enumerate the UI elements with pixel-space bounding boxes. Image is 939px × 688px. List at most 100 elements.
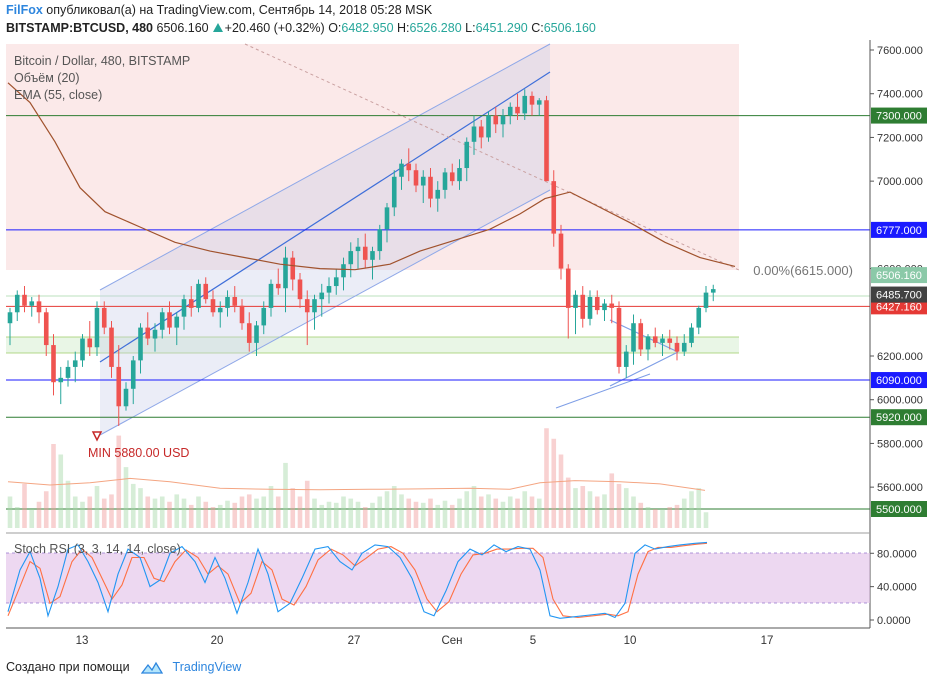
candle-body [681,342,687,352]
volume-bar [573,488,578,528]
candles[interactable] [7,89,716,426]
volume-bar [515,498,520,528]
candle-body [399,163,404,177]
volume-bar [196,496,201,528]
candle-body [22,294,27,306]
volume-bar [623,488,629,528]
volume-bar [225,500,230,528]
volume-bar [696,488,702,528]
candle-body [652,336,658,343]
price-tick-label: 7200.000 [877,132,923,144]
candle-body [101,307,107,328]
level-tag-label: 6777.000 [876,225,922,237]
price-tag [871,286,927,303]
candle-body [631,323,636,352]
candle-body [36,301,42,313]
author-name[interactable]: FilFox [6,3,43,17]
volume-bar [181,498,187,528]
volume-bar [217,504,223,528]
volume-bar [188,504,194,528]
candle-body [159,312,165,330]
close-value: 6506.160 [543,21,596,35]
volume-bar [297,496,303,528]
volume-bar [7,496,13,528]
volume-bar [442,500,448,528]
volume-bar [544,428,549,528]
volume-bar [145,496,151,528]
candle-body [442,172,448,190]
level-tag [871,409,927,426]
candle-body [602,303,607,311]
volume-bar [609,473,615,528]
price-tick-label: 7000.000 [877,176,923,188]
candle-body [522,95,528,114]
candle-body [225,296,230,308]
time-axis[interactable]: 13 20 27 Сен 5 10 17 [76,635,774,647]
candle-body [623,351,629,367]
channel-midline [99,71,551,363]
volume-bar [261,496,267,528]
volume-bar [681,498,687,528]
volume-bar [703,512,709,528]
created-with-text: Создано при помощи [6,660,130,674]
min-label: MIN 5880.00 USD [88,446,189,460]
candle-body [457,168,462,182]
volume-bar [478,496,484,528]
candle-body [43,312,49,346]
volume-bar [536,498,542,528]
candle-body [406,163,412,171]
resistance-zone [6,44,739,270]
volume-bar [420,502,426,528]
support-zone [6,337,739,353]
level-tag-label: 6090.000 [876,375,922,387]
candle-body [130,360,136,389]
time-label: 13 [76,635,89,647]
stoch-label: Stoch RSI (3, 3, 14, 14, close) [14,542,181,556]
price-tag-label: 6485.700 [876,290,922,302]
volume-bar [507,496,513,528]
volume-bar [174,494,180,528]
volume-bar [239,496,245,528]
volume-bar [341,496,346,528]
candle-body [493,115,499,125]
candle-body [703,292,709,308]
candle-body [333,277,339,287]
candle-body [428,176,433,199]
volume-bar [51,444,56,528]
volume-bar [14,507,20,528]
volume-bar [435,504,441,528]
tradingview-link[interactable]: TradingView [172,660,242,674]
candle-body [65,366,71,378]
candle-body [94,307,100,348]
ema-line [7,82,736,271]
volume-bar [283,462,288,528]
volume-bar [58,454,64,528]
price-chart[interactable]: MIN 5880.00 USD 0.00%(6615.000) Bitcoin … [0,40,939,656]
candle-body [268,283,274,308]
volume-bar [65,480,71,528]
candle-body [587,296,593,319]
volume-bar [652,509,658,528]
time-label: Сен [441,635,462,647]
volume-bar [464,491,470,528]
stoch-k-line [7,541,708,619]
volume-bar [246,494,252,528]
symbol-name: BITSTAMP:BTCUSD, 480 [6,21,154,35]
candle-body [254,325,259,343]
candle-body [29,301,35,306]
level-tag-label: 5920.000 [876,412,922,424]
time-label: 10 [624,635,637,647]
candle-body [413,170,419,186]
last-price: 6506.160 [156,21,209,35]
candle-body [609,303,615,308]
volume-bar [391,486,397,528]
volume-bar [210,507,216,528]
volume-bar [413,501,419,528]
volume-bar [22,483,27,528]
candle-body [377,229,383,252]
volume-bar [616,483,622,528]
volume-bar [457,498,462,528]
volume-bars [7,428,709,528]
wedge-lower-ext [555,373,651,409]
tradingview-logo-icon [140,661,164,674]
